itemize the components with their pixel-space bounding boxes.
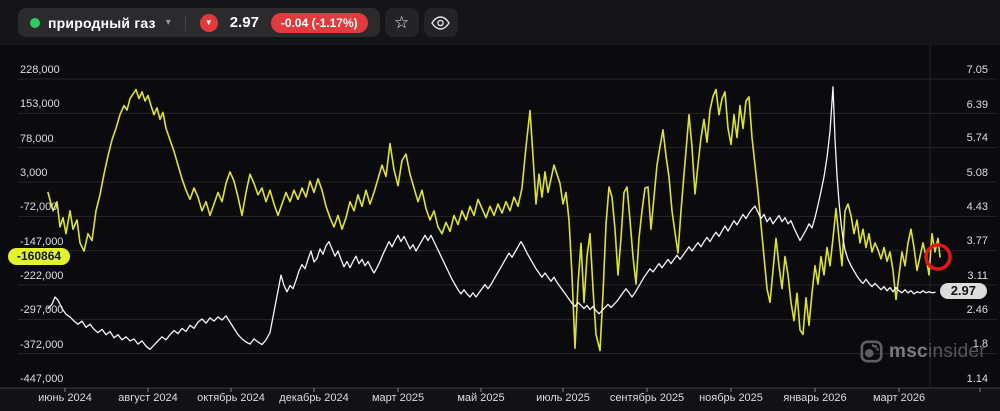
favorite-button[interactable]: ☆ (384, 8, 419, 37)
series-price (47, 86, 936, 350)
date-axis-label: март 2026 (872, 392, 926, 404)
eye-icon (431, 15, 450, 30)
symbol-name: природный газ (48, 14, 156, 31)
date-axis-label: май 2025 (457, 392, 505, 404)
date-axis-label: октябрь 2024 (197, 392, 265, 404)
chevron-down-icon[interactable]: ▾ (165, 17, 171, 28)
annotations (924, 243, 952, 271)
gridlines (0, 45, 1000, 392)
star-icon: ☆ (394, 13, 410, 32)
date-axis-label: декабрь 2024 (279, 392, 349, 404)
x-axis-strip[interactable] (0, 388, 1000, 411)
series-lines (47, 86, 941, 352)
date-axis-label: ноябрь 2025 (699, 392, 763, 404)
market-open-dot-icon (30, 17, 40, 28)
highlight-circle-annotation (924, 243, 952, 271)
price-down-icon: ▼ (199, 13, 218, 32)
date-axis-label: август 2024 (118, 392, 178, 404)
header-toolbar: природный газ ▾ ▼ 2.97 -0.04 (-1.17%) ☆ (0, 0, 1000, 45)
symbol-selector[interactable]: природный газ ▾ ▼ 2.97 -0.04 (-1.17%) (18, 8, 380, 37)
last-price: 2.97 (229, 14, 259, 31)
date-axis-label: июль 2025 (536, 392, 590, 404)
date-axis-label: январь 2026 (783, 392, 847, 404)
date-axis-label: сентябрь 2025 (609, 392, 685, 404)
price-change-badge: -0.04 (-1.17%) (270, 12, 368, 33)
date-axis-label: март 2025 (371, 392, 425, 404)
date-axis-label: июнь 2024 (38, 392, 92, 404)
series-net-positions (47, 88, 941, 352)
watchlist-eye-button[interactable] (423, 8, 458, 37)
last-price-label-right: 2.97 (939, 283, 987, 300)
divider (184, 14, 186, 31)
last-value-label-left: -160864 (8, 248, 71, 265)
